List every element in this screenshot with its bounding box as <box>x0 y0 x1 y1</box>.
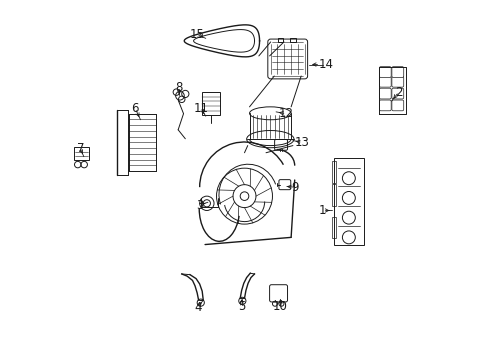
Bar <box>331 184 335 206</box>
Bar <box>331 217 335 238</box>
Text: 4: 4 <box>194 301 201 314</box>
Text: 8: 8 <box>175 81 183 94</box>
Bar <box>202 92 220 116</box>
Bar <box>333 158 363 245</box>
FancyBboxPatch shape <box>379 88 390 99</box>
Text: 13: 13 <box>294 136 309 149</box>
FancyBboxPatch shape <box>379 67 390 77</box>
Text: 12: 12 <box>278 107 293 120</box>
FancyBboxPatch shape <box>391 100 403 111</box>
Text: 2: 2 <box>394 86 402 99</box>
Text: 6: 6 <box>131 102 139 115</box>
Text: 14: 14 <box>318 58 333 71</box>
Text: 11: 11 <box>193 102 208 115</box>
FancyBboxPatch shape <box>379 76 390 87</box>
Text: 15: 15 <box>189 28 204 41</box>
Text: 7: 7 <box>76 142 84 155</box>
FancyBboxPatch shape <box>379 100 390 111</box>
Text: 9: 9 <box>290 181 298 194</box>
Bar <box>290 38 295 42</box>
Text: 1: 1 <box>318 204 326 217</box>
FancyBboxPatch shape <box>391 88 403 99</box>
FancyBboxPatch shape <box>391 67 403 77</box>
Text: 3: 3 <box>196 199 203 212</box>
Bar <box>74 147 88 160</box>
Bar <box>277 38 283 42</box>
FancyBboxPatch shape <box>391 76 403 87</box>
Text: 10: 10 <box>272 300 287 313</box>
Bar <box>331 161 335 183</box>
Text: 5: 5 <box>238 300 245 313</box>
